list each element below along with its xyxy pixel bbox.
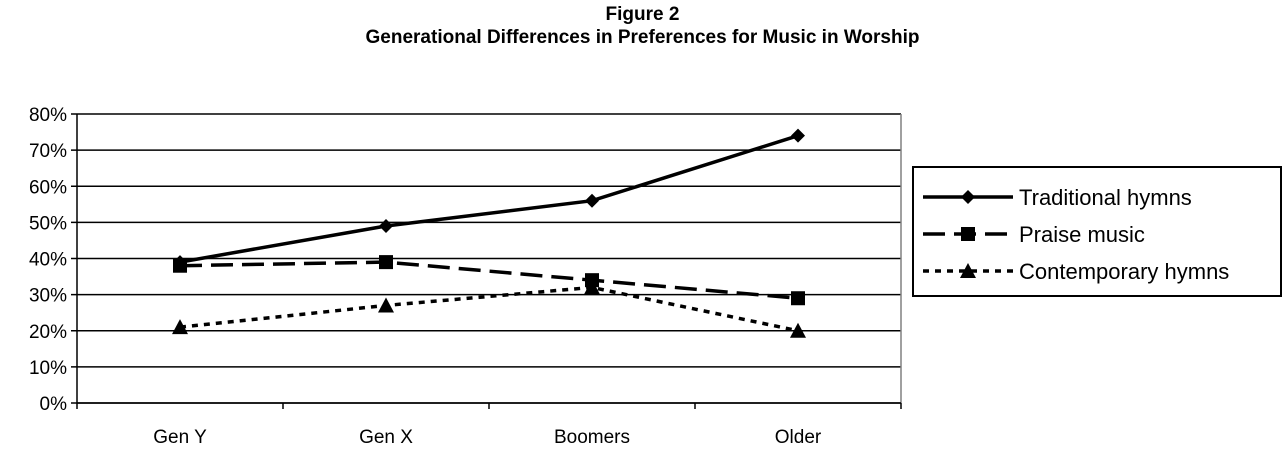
y-tick-label: 20%: [29, 322, 67, 343]
y-tick-label: 30%: [29, 286, 67, 307]
x-tick-label: Boomers: [554, 427, 630, 448]
data-point-traditional-hymns: [791, 129, 805, 143]
y-tick-label: 10%: [29, 358, 67, 379]
y-tick-label: 80%: [29, 105, 67, 126]
y-tick-label: 70%: [29, 141, 67, 162]
y-tick-label: 60%: [29, 177, 67, 198]
legend-marker-praise-music: [961, 227, 975, 241]
y-tick-label: 50%: [29, 213, 67, 234]
x-tick-label: Older: [775, 427, 822, 448]
data-point-traditional-hymns: [585, 194, 599, 208]
data-point-contemporary-hymns: [378, 297, 394, 312]
legend-label: Traditional hymns: [1019, 185, 1192, 210]
y-tick-label: 40%: [29, 250, 67, 271]
y-tick-label: 0%: [40, 394, 68, 415]
data-point-praise-music: [791, 291, 805, 305]
x-tick-label: Gen Y: [153, 427, 207, 448]
series-line-traditional-hymns: [180, 136, 798, 262]
legend-label: Contemporary hymns: [1019, 259, 1229, 284]
series-line-praise-music: [180, 262, 798, 298]
data-point-praise-music: [173, 259, 187, 273]
x-tick-label: Gen X: [359, 427, 413, 448]
data-point-praise-music: [379, 255, 393, 269]
data-point-traditional-hymns: [379, 219, 393, 233]
legend-label: Praise music: [1019, 222, 1145, 247]
